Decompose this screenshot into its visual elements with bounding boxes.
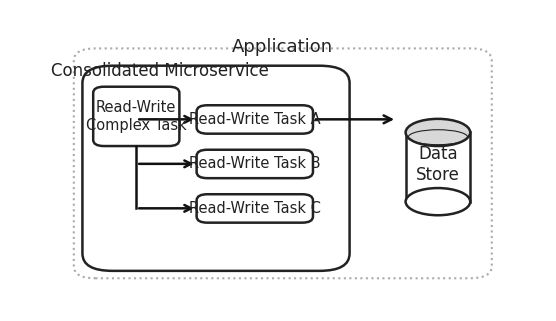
- Text: Application: Application: [232, 38, 334, 56]
- FancyBboxPatch shape: [197, 194, 313, 223]
- FancyBboxPatch shape: [197, 105, 313, 134]
- Ellipse shape: [406, 188, 470, 215]
- FancyBboxPatch shape: [197, 150, 313, 178]
- Text: Read-Write Task A: Read-Write Task A: [189, 112, 321, 127]
- Text: Consolidated Microservice: Consolidated Microservice: [51, 62, 269, 80]
- Bar: [406, 133, 470, 202]
- Text: Read-Write Task B: Read-Write Task B: [189, 156, 321, 171]
- Text: Read-Write Task C: Read-Write Task C: [189, 201, 321, 216]
- Text: Data
Store: Data Store: [416, 145, 460, 184]
- FancyBboxPatch shape: [93, 87, 180, 146]
- Text: Read-Write
Complex Task: Read-Write Complex Task: [86, 100, 187, 133]
- Ellipse shape: [406, 119, 470, 146]
